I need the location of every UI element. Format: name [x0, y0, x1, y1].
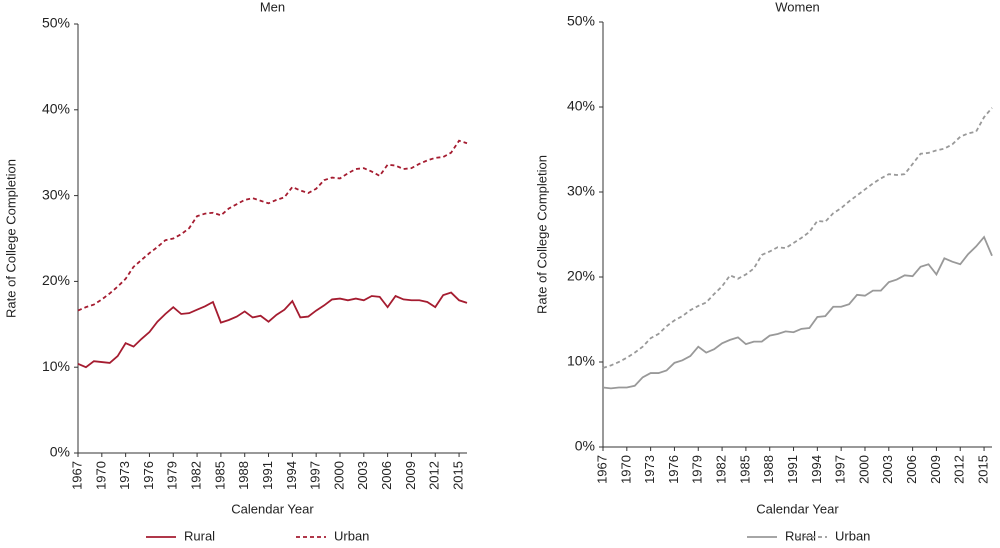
y-tick-label: 20% [42, 272, 70, 288]
x-tick-label: 1997 [833, 455, 848, 484]
x-tick-label: 1994 [809, 455, 824, 484]
legend-label: Rural [785, 528, 816, 543]
y-tick-label: 50% [567, 13, 595, 29]
y-tick-label: 40% [42, 101, 70, 117]
chart-title: Men [260, 0, 285, 14]
legend-label: Rural [184, 528, 215, 543]
x-tick-label: 1991 [260, 461, 275, 490]
y-tick-label: 40% [567, 98, 595, 114]
x-tick-label: 2000 [331, 461, 346, 490]
y-tick-label: 0% [50, 444, 70, 460]
y-tick-label: 20% [567, 268, 595, 284]
x-tick-label: 2006 [904, 455, 919, 484]
x-tick-label: 2015 [450, 461, 465, 490]
x-tick-label: 1970 [618, 455, 633, 484]
x-tick-label: 1982 [714, 455, 729, 484]
x-tick-label: 2009 [403, 461, 418, 490]
y-tick-label: 10% [567, 353, 595, 369]
x-tick-label: 1997 [308, 461, 323, 490]
x-tick-label: 2012 [952, 455, 967, 484]
x-tick-label: 2009 [928, 455, 943, 484]
x-tick-label: 2000 [856, 455, 871, 484]
x-tick-label: 1994 [284, 461, 299, 490]
legend-label: Urban [334, 528, 369, 543]
y-tick-label: 50% [42, 15, 70, 31]
x-tick-label: 1967 [594, 455, 609, 484]
y-axis-label: Rate of College Completion [534, 155, 549, 314]
x-tick-label: 1973 [117, 461, 132, 490]
chart-title: Women [775, 0, 820, 14]
x-tick-label: 1985 [737, 455, 752, 484]
x-tick-label: 2012 [427, 461, 442, 490]
y-axis-label: Rate of College Completion [3, 159, 18, 318]
series-line [77, 291, 468, 369]
x-tick-label: 1979 [690, 455, 705, 484]
x-tick-label: 1988 [761, 455, 776, 484]
y-tick-label: 30% [567, 183, 595, 199]
y-tick-label: 10% [42, 358, 70, 374]
x-tick-label: 1970 [93, 461, 108, 490]
x-axis-label: Calendar Year [756, 501, 839, 516]
series-line [77, 139, 468, 312]
y-tick-label: 0% [575, 438, 595, 454]
x-tick-label: 2003 [355, 461, 370, 490]
x-tick-label: 1991 [785, 455, 800, 484]
x-tick-label: 1976 [141, 461, 156, 490]
x-tick-label: 2015 [975, 455, 990, 484]
x-tick-label: 2003 [880, 455, 895, 484]
y-tick-label: 30% [42, 186, 70, 202]
x-tick-label: 2006 [379, 461, 394, 490]
x-tick-label: 1967 [69, 461, 84, 490]
x-tick-label: 1976 [666, 455, 681, 484]
x-tick-label: 1982 [189, 461, 204, 490]
x-tick-label: 1988 [236, 461, 251, 490]
x-tick-label: 1973 [642, 455, 657, 484]
series-line [602, 107, 993, 369]
x-tick-label: 1979 [165, 461, 180, 490]
x-tick-label: 1985 [212, 461, 227, 490]
series-line [602, 235, 993, 390]
x-axis-label: Calendar Year [231, 501, 314, 516]
legend-label: Urban [835, 528, 870, 543]
